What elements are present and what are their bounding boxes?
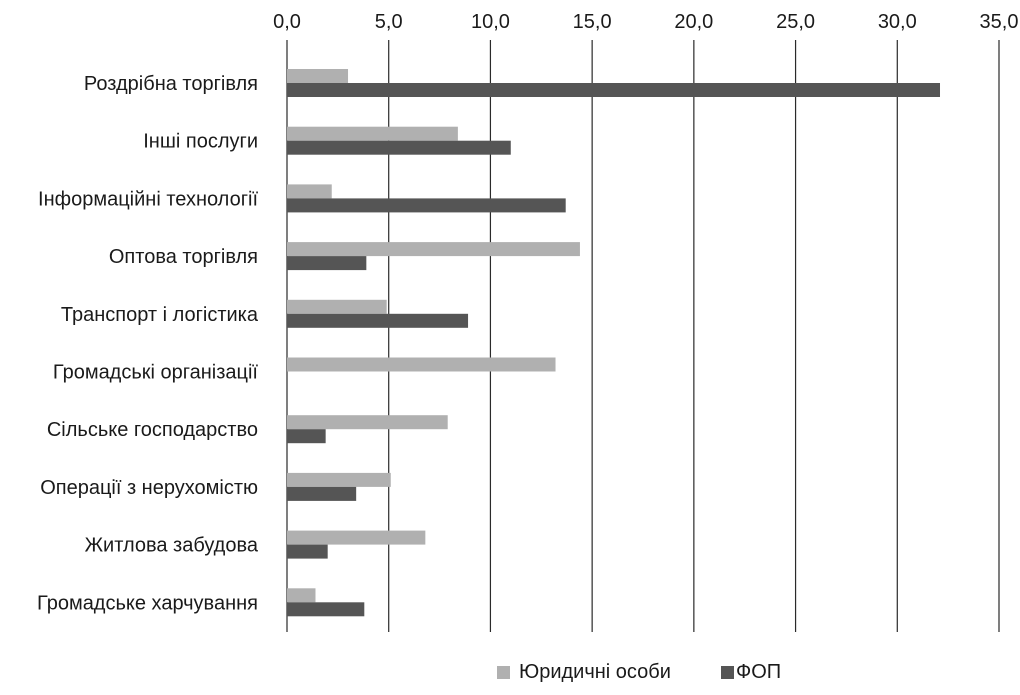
x-tick-label: 30,0 — [878, 11, 917, 33]
category-labels: Роздрібна торгівля Інші послуги Інформацій… — [37, 73, 259, 614]
category-label: Операції з нерухомістю — [40, 477, 258, 499]
bars — [287, 69, 941, 617]
bar — [287, 256, 367, 271]
x-tick-label: 15,0 — [573, 11, 612, 33]
x-tick-label: 25,0 — [776, 11, 815, 33]
legend-label: Юридичні особи — [519, 661, 671, 683]
bar — [287, 429, 326, 444]
bar — [287, 83, 941, 97]
bar — [287, 544, 328, 559]
bar — [287, 140, 511, 155]
bar — [287, 198, 566, 213]
bar — [287, 242, 580, 257]
legend-label: ФОП — [736, 661, 781, 683]
category-label: Оптова торгівля — [109, 246, 258, 268]
category-label: Інші послуги — [143, 131, 258, 153]
category-label: Громадське харчування — [37, 592, 258, 614]
category-label: Роздрібна торгівля — [84, 73, 258, 95]
bar — [287, 313, 469, 328]
x-axis-ticks: 0,0 5,0 10,0 15,0 20,0 25,0 30,0 35,0 — [273, 11, 1018, 33]
category-label: Житлова забудова — [85, 535, 259, 557]
bar — [287, 415, 448, 430]
category-label: Сільське господарство — [47, 419, 258, 441]
legend-swatch — [497, 666, 510, 679]
bar — [287, 299, 387, 314]
bar — [287, 357, 556, 372]
bar — [287, 486, 357, 501]
legend: Юридичні особи ФОП — [497, 661, 781, 683]
bar — [287, 126, 458, 141]
x-tick-label: 10,0 — [471, 11, 510, 33]
bar — [287, 530, 426, 545]
category-label: Інформаційні технології — [38, 188, 258, 210]
legend-swatch — [721, 666, 734, 679]
category-label: Громадські організації — [53, 362, 259, 384]
x-tick-label: 0,0 — [273, 11, 301, 33]
bar — [287, 602, 365, 617]
bar — [287, 184, 332, 199]
x-tick-label: 5,0 — [375, 11, 403, 33]
bar — [287, 588, 316, 603]
category-label: Транспорт і логістика — [61, 304, 259, 326]
bar — [287, 472, 391, 487]
x-tick-label: 20,0 — [674, 11, 713, 33]
x-tick-label: 35,0 — [980, 11, 1019, 33]
bar — [287, 69, 349, 83]
